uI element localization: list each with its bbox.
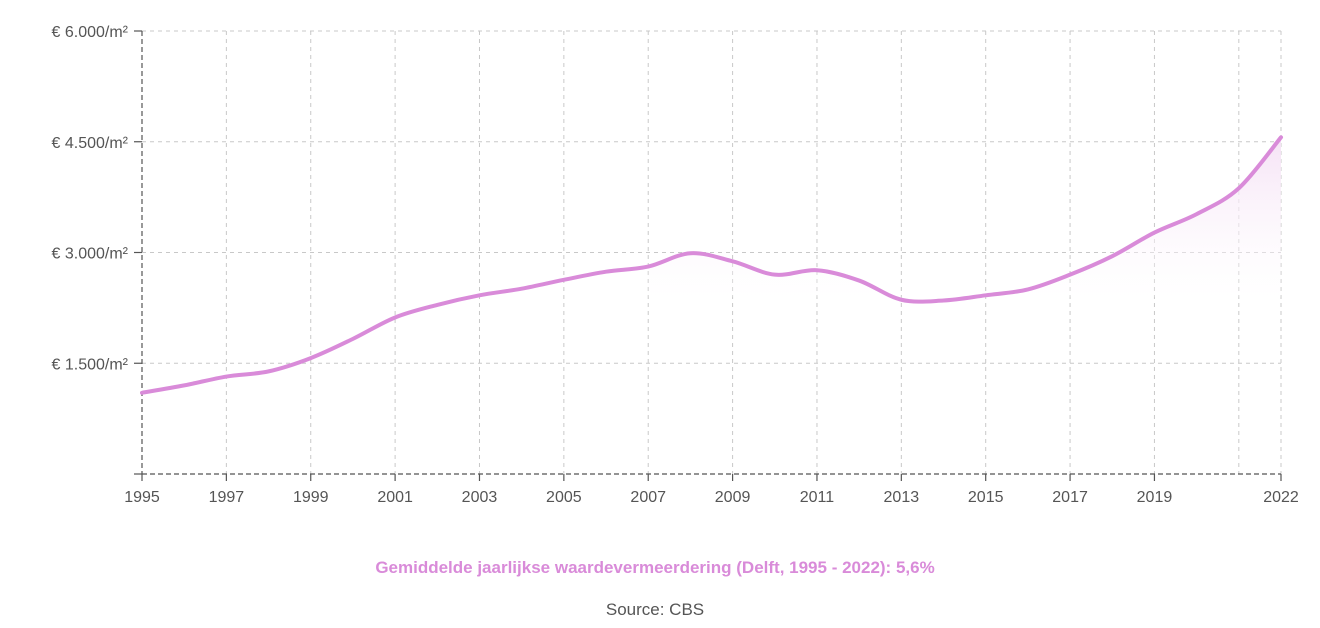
x-tick-label: 2017 xyxy=(1052,489,1088,506)
area-shading xyxy=(648,137,1281,302)
chart-subtitle: Gemiddelde jaarlijkse waardevermeerderin… xyxy=(375,558,935,577)
x-tick-label: 2003 xyxy=(462,489,498,506)
area-fill xyxy=(648,137,1281,302)
x-tick-label: 2013 xyxy=(884,489,920,506)
y-tick-label: € 3.000/m² xyxy=(52,246,129,263)
x-tick-label: 2015 xyxy=(968,489,1004,506)
source-note: Source: CBS xyxy=(605,600,705,619)
axes xyxy=(134,30,1282,481)
x-tick-label: 2019 xyxy=(1137,489,1173,506)
series-line-path xyxy=(140,135,1283,395)
x-tick-label: 2011 xyxy=(800,489,835,506)
x-tick-label: 2009 xyxy=(715,489,751,506)
y-tick-label: € 4.500/m² xyxy=(52,135,129,152)
x-tick-label: 2005 xyxy=(546,489,582,506)
grid xyxy=(141,30,1282,474)
x-tick-label: 1999 xyxy=(293,489,329,506)
x-tick-label: 1997 xyxy=(209,489,245,506)
x-tick-label: 2022 xyxy=(1263,489,1299,506)
y-tick-label: € 6.000/m² xyxy=(52,24,129,41)
x-tick-label: 2007 xyxy=(630,489,666,506)
tick-labels: € 1.500/m² € 3.000/m² € 4.500/m² € 6.000/m²… xyxy=(52,24,1299,506)
series-line xyxy=(140,135,1283,395)
x-tick-label: 1995 xyxy=(124,489,160,506)
y-tick-label: € 1.500/m² xyxy=(52,356,129,373)
price-chart: € 1.500/m² € 3.000/m² € 4.500/m² € 6.000/m²… xyxy=(52,24,1299,506)
x-tick-label: 2001 xyxy=(377,489,413,506)
